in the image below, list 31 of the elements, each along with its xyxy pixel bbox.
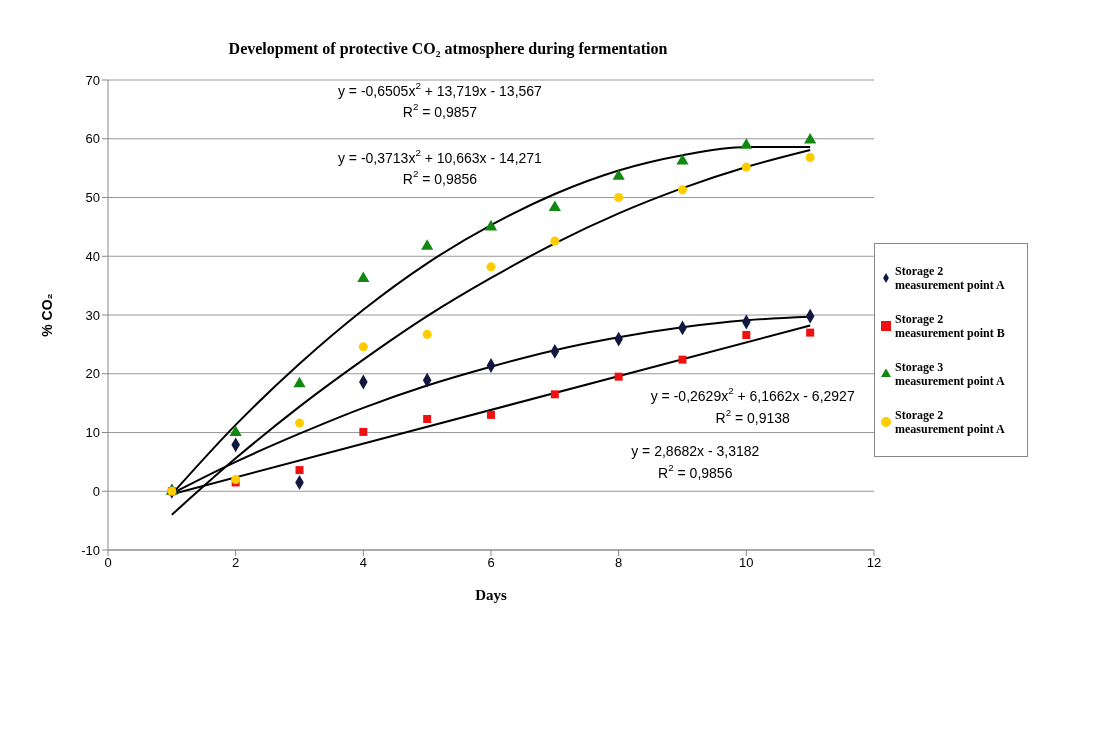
x-tick-label: 6 <box>487 555 495 571</box>
legend-label: Storage 2 measurement point A <box>895 408 1005 436</box>
y-tick-label: 30 <box>85 307 100 323</box>
legend-label: Storage 3 measurement point A <box>895 360 1005 388</box>
x-tick-label: 8 <box>615 555 623 571</box>
annotation: R$^{2}$ = 0,9857 <box>402 101 478 121</box>
chart-title: Development of protective CO₂ atmosphere during fermentation <box>227 40 669 58</box>
legend-label: Storage 2 measurement point B <box>895 312 1005 340</box>
x-tick-label: 0 <box>104 555 112 571</box>
annotation: y = -0,3713x$^{2}$ + 10,663x - 14,271 <box>337 146 543 166</box>
annotation: y = -0,2629x$^{2}$ + 6,1662x - 6,2927 <box>650 385 855 404</box>
y-tick-label: 40 <box>85 248 100 264</box>
y-tick-label: 0 <box>92 483 100 499</box>
annotation: R$^{2}$ = 0,9138 <box>715 407 791 426</box>
y-tick-label: 70 <box>85 72 100 88</box>
y-tick-label: -10 <box>81 542 100 558</box>
y-axis-title: % CO₂ <box>39 293 55 337</box>
x-axis-title: Days <box>475 587 507 603</box>
annotation: y = -0,6505x$^{2}$ + 13,719x - 13,567 <box>337 79 543 99</box>
annotation: R$^{2}$ = 0,9856 <box>658 462 733 481</box>
annotation: y = 2,8682x - 3,3182 <box>631 443 760 460</box>
y-tick-label: 20 <box>85 366 100 382</box>
x-tick-label: 4 <box>359 555 367 571</box>
y-tick-label: 60 <box>85 131 100 147</box>
y-tick-label: 10 <box>85 425 100 441</box>
legend-label: Storage 2 measurement point A <box>895 264 1005 292</box>
y-tick-label: 50 <box>85 190 100 206</box>
annotation: R$^{2}$ = 0,9856 <box>402 168 478 188</box>
x-tick-label: 12 <box>866 555 882 571</box>
x-tick-label: 2 <box>232 555 240 571</box>
x-tick-label: 10 <box>739 555 754 571</box>
